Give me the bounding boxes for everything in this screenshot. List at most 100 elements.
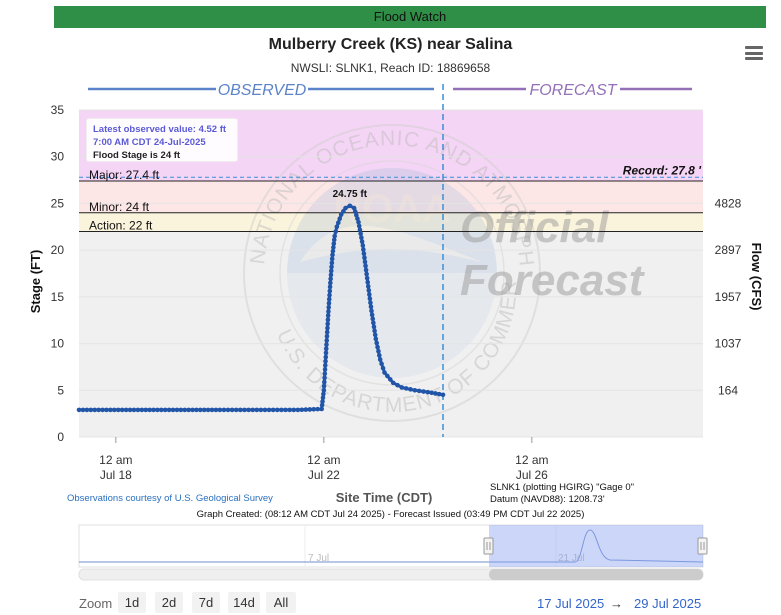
observed-stage-point (325, 325, 330, 331)
observed-stage-point (361, 251, 367, 256)
observed-stage-point (354, 212, 359, 218)
latest-value-tooltip: Latest observed value: 4.52 ft 7:00 AM C… (86, 118, 238, 162)
stamp-line-2: Forecast (460, 256, 646, 305)
observed-stage-point (326, 305, 332, 310)
observed-stage-point (328, 272, 334, 278)
observed-stage-point (322, 363, 328, 368)
observed-header: OBSERVED (218, 82, 307, 99)
graph-created-text: Graph Created: (08:12 AM CDT Jul 24 2025… (196, 509, 585, 520)
navigator-left-handle[interactable] (483, 537, 494, 555)
observed-stage-point (221, 407, 227, 413)
observed-stage-point (355, 216, 360, 221)
observed-stage-point (325, 313, 331, 318)
y2-axis-title: Flow (CFS) (749, 243, 764, 311)
tooltip-line-3: Flood Stage is 24 ft (93, 150, 181, 161)
observed-stage-point (327, 292, 332, 298)
observations-credit[interactable]: Observations courtesy of U.S. Geological… (67, 493, 273, 504)
zoom-7d-button[interactable]: 7d (192, 592, 220, 613)
observed-stage-point (323, 346, 329, 352)
observed-stage-point (322, 379, 327, 385)
observed-stage-point (372, 332, 378, 338)
observed-stage-point (403, 386, 409, 391)
range-from[interactable]: 17 Jul 2025 (537, 596, 605, 611)
navigator-right-handle[interactable] (697, 537, 708, 555)
observed-stage-point (329, 256, 335, 262)
y-tick-label: 15 (51, 290, 65, 304)
threshold-label-minor: Minor: 24 ft (89, 200, 150, 214)
x-tick-label-date: Jul 26 (516, 468, 548, 482)
observed-stage-point (440, 392, 446, 398)
peak-label: 24.75 ft (333, 189, 368, 200)
observed-stage-point (363, 267, 369, 273)
observed-stage-point (324, 338, 330, 343)
observed-stage-point (387, 377, 393, 382)
observed-stage-point (198, 407, 203, 413)
observed-stage-point (390, 380, 396, 386)
observed-stage-point (80, 407, 86, 413)
observed-stage-point (408, 387, 413, 392)
navigator-selection[interactable] (489, 525, 703, 567)
zoom-2d-button[interactable]: 2d (155, 592, 183, 613)
observed-stage-point (229, 407, 235, 413)
observed-stage-point (115, 407, 121, 413)
observed-stage-point (190, 407, 195, 413)
observed-stage-point (373, 336, 379, 342)
observed-stage-point (356, 219, 361, 225)
observed-stage-point (332, 233, 337, 239)
range-to[interactable]: 29 Jul 2025 (634, 596, 702, 611)
observed-stage-point (92, 407, 98, 413)
observed-stage-point (341, 209, 346, 214)
observed-stage-point (331, 237, 337, 243)
observed-stage-point (331, 245, 336, 250)
observed-stage-point (335, 220, 341, 226)
zoom-1d-button[interactable]: 1d (118, 592, 146, 613)
observed-stage-point (143, 407, 149, 413)
observed-stage-point (358, 231, 363, 237)
observed-stage-point (368, 304, 374, 310)
observed-stage-point (356, 223, 362, 229)
flow-tick-label: 4828 (715, 196, 742, 210)
observed-stage-point (377, 353, 382, 358)
observed-stage-point (338, 212, 344, 217)
observed-stage-point (328, 280, 333, 286)
observed-stage-point (327, 288, 333, 294)
observed-stage-point (159, 407, 164, 413)
observed-stage-point (151, 407, 156, 413)
observed-stage-point (182, 407, 188, 413)
observed-stage-point (347, 203, 353, 209)
flow-tick-label: 1037 (715, 337, 742, 351)
observed-stage-point (209, 407, 215, 413)
zoom-14d-button[interactable]: 14d (228, 592, 260, 613)
flood-watch-banner: Flood Watch (54, 6, 766, 28)
x-tick-label-time: 12 am (99, 453, 132, 467)
range-arrow: → (610, 596, 623, 611)
observed-stage-point (371, 324, 377, 330)
observed-stage-point (322, 371, 328, 376)
observed-stage-point (178, 407, 184, 413)
zoom-all-button[interactable]: All (266, 592, 296, 613)
observed-stage-point (322, 367, 328, 372)
observed-stage-point (329, 260, 335, 266)
observed-stage-point (382, 370, 387, 375)
observed-stage-point (186, 407, 191, 413)
observed-stage-point (266, 407, 272, 413)
observed-stage-point (319, 402, 325, 408)
hamburger-menu-icon[interactable] (745, 46, 763, 60)
y-tick-label: 30 (51, 150, 65, 164)
observed-stage-point (324, 334, 330, 339)
observed-stage-point (363, 263, 368, 269)
observed-stage-point (303, 407, 309, 412)
x-tick-label-time: 12 am (515, 453, 548, 467)
observed-stage-point (258, 407, 264, 413)
x-axis-title: Site Time (CDT) (336, 490, 433, 505)
navigator-scroll-thumb[interactable] (489, 569, 703, 580)
observed-stage-point (325, 317, 331, 322)
observed-stage-point (371, 320, 376, 326)
observed-stage-point (170, 407, 176, 413)
observed-stage-point (323, 350, 329, 356)
moderate-flood-band (79, 181, 703, 213)
observed-stage-point (270, 407, 276, 413)
threshold-label-major: Major: 27.4 ft (89, 168, 160, 182)
observed-stage-point (372, 328, 377, 334)
range-navigator[interactable]: 7 Jul 21 Jul (0, 522, 781, 582)
